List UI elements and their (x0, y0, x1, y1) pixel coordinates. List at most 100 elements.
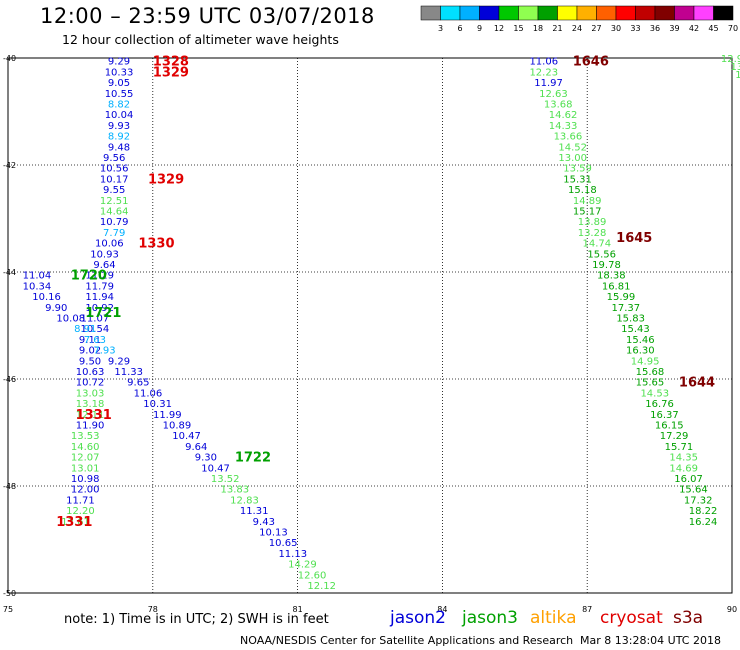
colorbar-swatch (518, 5, 539, 21)
wave-height-label: 15.17 (573, 206, 602, 217)
wave-height-label: 9.02 (79, 346, 101, 357)
y-tick-label: -44 (3, 268, 16, 277)
wave-height-label: 9.30 (195, 453, 217, 464)
wave-height-label: 10.08 (56, 313, 85, 324)
wave-height-label: 9.11 (79, 335, 101, 346)
wave-height-label: 16.76 (645, 399, 674, 410)
wave-height-label: 16.07 (674, 474, 703, 485)
wave-height-label: 13.18 (76, 399, 105, 410)
wave-height-label: 13 (735, 70, 740, 81)
wave-height-label: 12.63 (539, 89, 568, 100)
time-label: 1645 (616, 231, 652, 246)
colorbar-label: 21 (552, 24, 562, 33)
time-label: 1720 (71, 269, 107, 284)
wave-height-label: 15.68 (636, 367, 665, 378)
colorbar-swatch (440, 5, 461, 21)
wave-height-label: 10.65 (269, 538, 298, 549)
wave-height-label: 13 (730, 62, 740, 73)
wave-height-label: 11.79 (85, 281, 114, 292)
wave-height-label: 9.90 (45, 303, 67, 314)
wave-height-label: 11.29 (85, 271, 114, 282)
colorbar-swatch (693, 5, 714, 21)
wave-height-label: 15.56 (587, 249, 616, 260)
wave-height-label: 9.64 (185, 442, 207, 453)
wave-height-label: 14.89 (573, 196, 602, 207)
wave-height-label: 14.35 (669, 453, 698, 464)
colorbar-label: 33 (630, 24, 640, 33)
wave-height-label: 18.38 (597, 271, 626, 282)
wave-height-label: 11.13 (278, 549, 307, 560)
wave-height-label: 8.82 (108, 99, 130, 110)
wave-height-label: 13.83 (221, 485, 250, 496)
satellite-legend-cryosat: cryosat (600, 608, 663, 628)
wave-height-label: 15.43 (621, 324, 650, 335)
wave-height-label: 10.63 (76, 367, 105, 378)
wave-height-label: 11.06 (134, 388, 163, 399)
wave-height-label: 17.32 (684, 495, 713, 506)
wave-height-label: 14.29 (288, 560, 317, 571)
wave-height-label: 12.60 (298, 570, 327, 581)
wave-height-label: 14.53 (640, 388, 669, 399)
colorbar-label: 24 (572, 24, 582, 33)
colorbar-swatch (459, 5, 480, 21)
satellite-legend-s3a: s3a (673, 608, 704, 628)
wave-height-label: 10.17 (100, 174, 129, 185)
wave-height-label: 10.92 (85, 303, 114, 314)
colorbar-label: 30 (611, 24, 621, 33)
colorbar-label: 39 (669, 24, 679, 33)
wave-height-label: 10.79 (100, 217, 129, 228)
colorbar-swatch (420, 5, 441, 21)
wave-height-label: 18.22 (689, 506, 718, 517)
generation-timestamp: Mar 8 13:28:04 UTC 2018 (580, 634, 721, 647)
time-label: 1329 (148, 172, 184, 187)
wave-height-label: 12.83 (230, 495, 259, 506)
wave-height-label: 9.50 (79, 356, 101, 367)
wave-height-label: 11.90 (76, 420, 105, 431)
colorbar-label: 3 (438, 24, 443, 33)
colorbar-label: 36 (650, 24, 660, 33)
wave-height-label: 10.54 (81, 324, 110, 335)
y-tick-label: -46 (3, 375, 16, 384)
wave-height-label: 10.89 (163, 420, 192, 431)
time-label: 1331 (56, 515, 92, 530)
wave-height-label: 13.89 (578, 217, 607, 228)
wave-height-label: 15.64 (679, 485, 708, 496)
wave-height-label: 14.64 (100, 206, 129, 217)
wave-height-label: 13.66 (554, 132, 583, 143)
wave-height-label: 14.33 (549, 121, 578, 132)
wave-height-label: 9.55 (103, 185, 125, 196)
x-tick-label: 84 (437, 605, 447, 614)
wave-height-label: 9.48 (108, 142, 130, 153)
time-label: 1644 (679, 376, 715, 391)
colorbar-label: 27 (591, 24, 601, 33)
wave-height-label: 10.04 (105, 110, 134, 121)
x-tick-label: 90 (727, 605, 737, 614)
colorbar-label: 42 (689, 24, 699, 33)
wave-height-label: 15.99 (607, 292, 636, 303)
colorbar-swatch (654, 5, 675, 21)
wave-height-label: 10.47 (201, 463, 230, 474)
wave-height-label: 13.01 (71, 463, 100, 474)
x-tick-label: 81 (293, 605, 303, 614)
wave-height-label: 16.37 (650, 410, 679, 421)
wave-height-label: 12.11 (76, 410, 105, 421)
colorbar-label: 18 (533, 24, 543, 33)
wave-height-label: 7.93 (93, 346, 115, 357)
colorbar-label: 12 (494, 24, 504, 33)
wave-height-label: 13.59 (563, 164, 592, 175)
wave-height-label: 11.94 (85, 292, 114, 303)
wave-height-label: 16.24 (689, 517, 718, 528)
chart-subtitle: 12 hour collection of altimeter wave hei… (62, 32, 339, 47)
time-label: 1330 (138, 237, 174, 252)
satellite-legend-altika: altika (530, 608, 577, 628)
satellite-legend-jason2: jason2 (390, 608, 446, 628)
chart-title: 12:00 – 23:59 UTC 03/07/2018 (40, 4, 375, 28)
data-labels: 9.2910.339.0510.558.8210.049.938.929.489… (23, 54, 740, 592)
wave-height-label: 10.06 (95, 239, 124, 250)
wave-height-label: 10.98 (71, 474, 100, 485)
wave-height-label: 13.52 (211, 474, 240, 485)
time-label: 1646 (573, 55, 609, 70)
wave-height-label: 10.47 (172, 431, 201, 442)
wave-height-label: 12.20 (66, 506, 95, 517)
